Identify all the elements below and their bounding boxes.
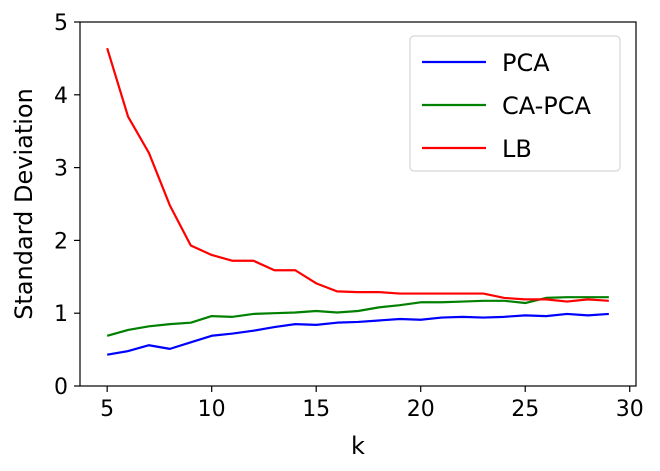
y-axis: 0 1 2 3 4 5 bbox=[54, 11, 80, 400]
series-line-pca bbox=[106, 312, 609, 356]
y-tick-label: 3 bbox=[54, 157, 68, 182]
x-tick-label: 5 bbox=[100, 397, 114, 422]
series-layer bbox=[106, 47, 609, 356]
legend-label-pca: PCA bbox=[502, 49, 550, 77]
x-axis-label: k bbox=[351, 432, 365, 460]
y-tick-label: 0 bbox=[54, 375, 68, 400]
series-line-ca-pca bbox=[106, 296, 609, 337]
x-tick-label: 15 bbox=[302, 397, 330, 422]
y-tick-label: 5 bbox=[54, 11, 68, 36]
y-tick-label: 2 bbox=[54, 229, 68, 254]
x-tick-label: 30 bbox=[616, 397, 644, 422]
y-axis-label: Standard Deviation bbox=[10, 88, 38, 320]
x-tick-label: 25 bbox=[511, 397, 539, 422]
y-tick-label: 1 bbox=[54, 302, 68, 327]
series-line-lb bbox=[106, 47, 609, 303]
y-tick-label: 4 bbox=[54, 84, 68, 109]
legend-label-ca-pca: CA-PCA bbox=[502, 92, 592, 120]
legend-label-lb: LB bbox=[502, 135, 532, 163]
x-tick-label: 10 bbox=[198, 397, 226, 422]
plot-frame bbox=[79, 21, 637, 387]
x-tick-label: 20 bbox=[407, 397, 435, 422]
legend: PCA CA-PCA LB bbox=[409, 35, 621, 172]
x-axis: 5 10 15 20 25 30 bbox=[100, 386, 644, 422]
legend-box bbox=[409, 35, 621, 172]
